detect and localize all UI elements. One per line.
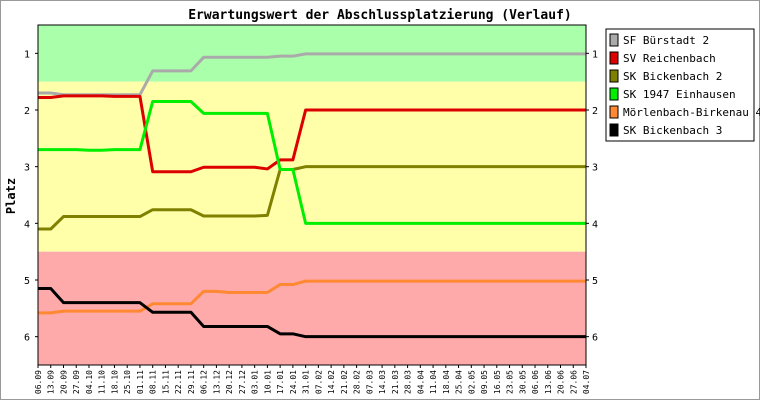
x-tick-label-17: 03.01 bbox=[251, 370, 260, 394]
legend-swatch-5 bbox=[609, 123, 619, 137]
x-tick-label-33: 25.04 bbox=[455, 370, 464, 394]
y-tick-label-right-3: 4 bbox=[592, 219, 598, 230]
y-tick-label-left-2: 3 bbox=[24, 163, 30, 174]
series-line-2 bbox=[38, 165, 586, 231]
legend-swatch-0 bbox=[609, 33, 619, 47]
x-tick-label-6: 18.10 bbox=[110, 370, 119, 394]
y-tick-label-right-2: 3 bbox=[592, 163, 598, 174]
y-tick-label-left-3: 4 bbox=[24, 219, 30, 230]
x-tick-label-31: 11.04 bbox=[429, 370, 438, 394]
x-tick-label-1: 13.09 bbox=[47, 370, 56, 394]
chart-title: Erwartungswert der Abschlussplatzierung … bbox=[188, 8, 572, 23]
x-tick-label-30: 04.04 bbox=[416, 370, 425, 394]
x-tick-label-7: 25.10 bbox=[123, 370, 132, 394]
x-tick-label-18: 10.01 bbox=[263, 370, 272, 394]
x-tick-label-16: 27.12 bbox=[238, 370, 247, 394]
legend: SF Bürstadt 2 SV Reichenbach SK Bickenbach… bbox=[605, 28, 760, 142]
x-tick-label-22: 07.02 bbox=[314, 370, 323, 394]
x-tick-label-2: 20.09 bbox=[59, 370, 68, 394]
x-tick-label-13: 06.12 bbox=[200, 370, 209, 394]
legend-label-0: SF Bürstadt 2 bbox=[623, 34, 709, 47]
legend-swatch-2 bbox=[609, 69, 619, 83]
x-tick-label-36: 16.05 bbox=[493, 370, 502, 394]
legend-label-2: SK Bickenbach 2 bbox=[623, 70, 722, 83]
x-tick-label-37: 23.05 bbox=[506, 370, 515, 394]
x-axis-ticks: 06.09 13.09 20.09 27.09 04.10 11.10 18.10 25.10… bbox=[34, 365, 591, 394]
y-tick-label-right-0: 1 bbox=[592, 49, 598, 60]
series-line-3 bbox=[38, 100, 586, 225]
legend-label-1: SV Reichenbach bbox=[623, 52, 716, 65]
x-tick-label-20: 24.01 bbox=[289, 370, 298, 394]
x-tick-label-35: 09.05 bbox=[480, 370, 489, 394]
x-tick-label-15: 20.12 bbox=[225, 370, 234, 394]
legend-box bbox=[605, 28, 755, 142]
x-tick-label-38: 30.05 bbox=[518, 370, 527, 394]
legend-swatch-1 bbox=[609, 51, 619, 65]
legend-label-3: SK 1947 Einhausen bbox=[623, 88, 736, 101]
plot-lines bbox=[38, 52, 586, 339]
series-line-1 bbox=[38, 94, 586, 174]
y-tick-label-right-1: 2 bbox=[592, 106, 598, 117]
series-line-0 bbox=[38, 52, 586, 97]
x-tick-label-40: 13.06 bbox=[544, 370, 553, 394]
x-tick-label-39: 06.06 bbox=[531, 370, 540, 394]
series-line-4 bbox=[38, 279, 586, 315]
plot-border bbox=[37, 24, 587, 366]
legend-label-4: Mörlenbach-Birkenau 4 bbox=[623, 106, 760, 119]
x-tick-label-23: 14.02 bbox=[327, 370, 336, 394]
x-tick-label-29: 28.03 bbox=[404, 370, 413, 394]
x-tick-label-19: 17.01 bbox=[276, 370, 285, 394]
x-tick-label-27: 14.03 bbox=[378, 370, 387, 394]
x-tick-label-11: 22.11 bbox=[174, 370, 183, 394]
x-tick-label-41: 20.06 bbox=[557, 370, 566, 394]
x-tick-label-21: 31.01 bbox=[302, 370, 311, 394]
y-axis-ticks: 1 1 2 2 3 3 4 4 5 5 6 6 bbox=[24, 49, 598, 343]
x-tick-label-42: 27.06 bbox=[569, 370, 578, 394]
x-tick-label-43: 04.07 bbox=[582, 370, 591, 394]
y-tick-label-right-5: 6 bbox=[592, 333, 598, 344]
y-tick-label-right-4: 5 bbox=[592, 276, 598, 287]
x-tick-label-14: 13.12 bbox=[212, 370, 221, 394]
x-tick-label-0: 06.09 bbox=[34, 370, 43, 394]
x-tick-label-9: 08.11 bbox=[149, 370, 158, 394]
y-tick-label-left-0: 1 bbox=[24, 49, 30, 60]
x-tick-label-28: 21.03 bbox=[391, 370, 400, 394]
x-tick-label-24: 21.02 bbox=[340, 370, 349, 394]
y-axis-label: Platz bbox=[4, 178, 18, 214]
x-tick-label-5: 11.10 bbox=[98, 370, 107, 394]
x-tick-label-4: 04.10 bbox=[85, 370, 94, 394]
legend-label-5: SK Bickenbach 3 bbox=[623, 124, 722, 137]
x-tick-label-32: 18.04 bbox=[442, 370, 451, 394]
x-tick-label-3: 27.09 bbox=[72, 370, 81, 394]
band-2 bbox=[38, 251, 586, 365]
x-tick-label-8: 01.11 bbox=[136, 370, 145, 394]
legend-swatch-4 bbox=[609, 105, 619, 119]
y-tick-label-left-1: 2 bbox=[24, 106, 30, 117]
plot-bands bbox=[38, 25, 586, 365]
y-tick-label-left-4: 5 bbox=[24, 276, 30, 287]
x-tick-label-34: 02.05 bbox=[467, 370, 476, 394]
x-tick-label-12: 29.11 bbox=[187, 370, 196, 394]
y-tick-label-left-5: 6 bbox=[24, 333, 30, 344]
x-tick-label-10: 15.11 bbox=[161, 370, 170, 394]
x-tick-label-25: 28.02 bbox=[353, 370, 362, 394]
series-line-5 bbox=[38, 287, 586, 339]
x-tick-label-26: 07.03 bbox=[365, 370, 374, 394]
legend-swatch-3 bbox=[609, 87, 619, 101]
